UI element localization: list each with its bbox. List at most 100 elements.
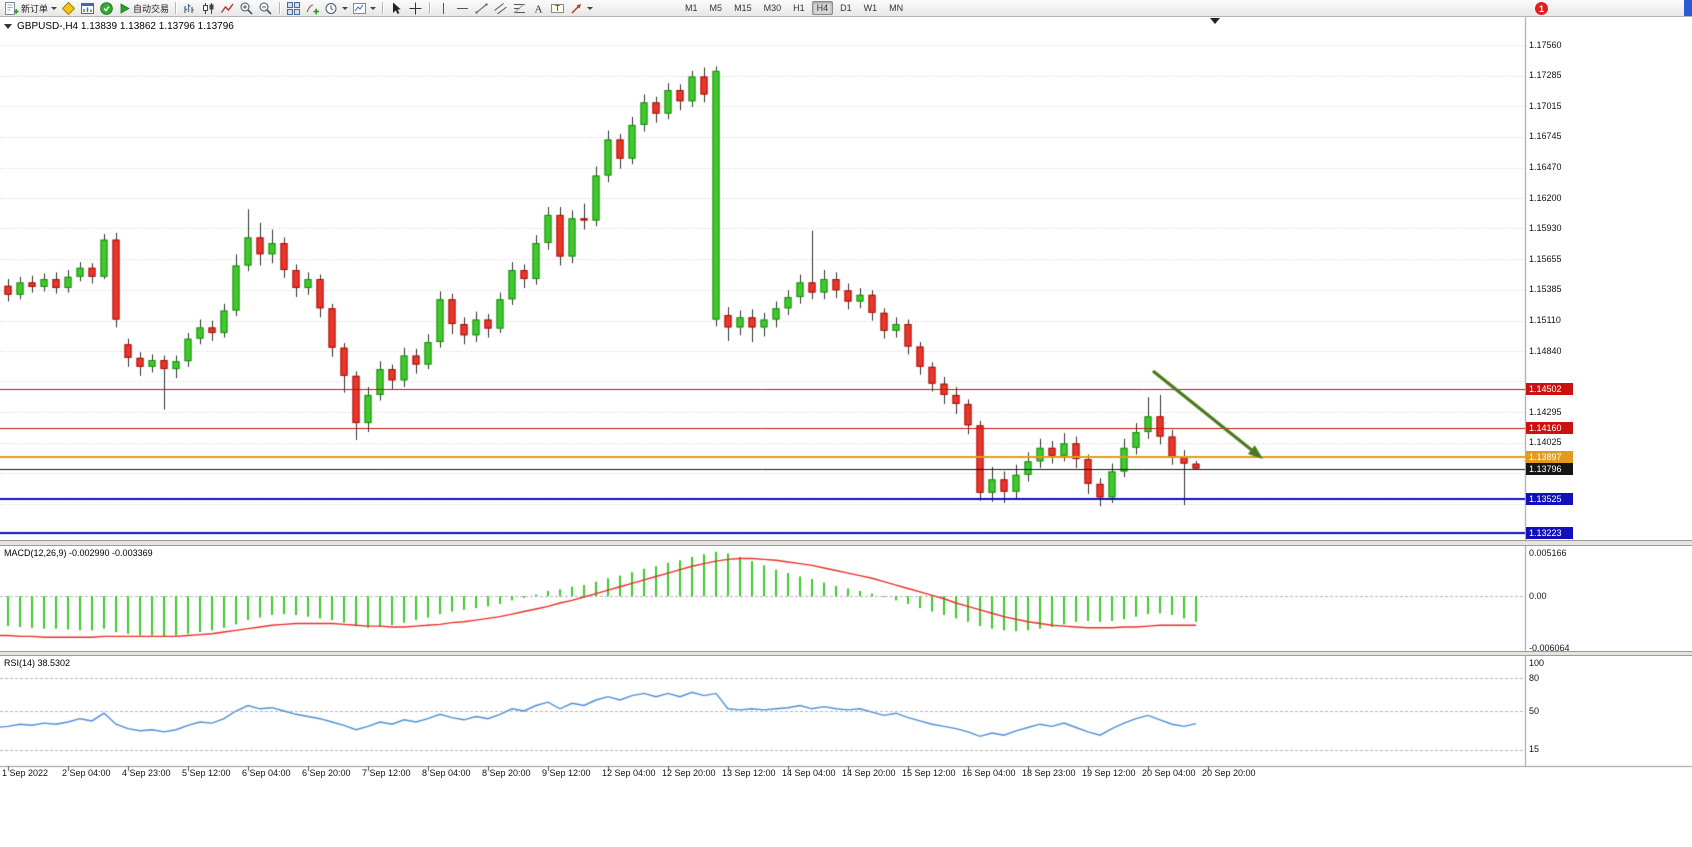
time-axis-label: 12 Sep 20:00 — [662, 768, 716, 778]
chart-title: GBPUSD-,H4 1.13839 1.13862 1.13796 1.137… — [4, 21, 234, 32]
cursor-button[interactable] — [387, 1, 406, 16]
new-chart-button[interactable] — [78, 1, 97, 16]
time-axis-label: 7 Sep 12:00 — [362, 768, 411, 778]
time-axis-label: 16 Sep 04:00 — [962, 768, 1016, 778]
timeframe-m15-button[interactable]: M15 — [734, 3, 752, 13]
price-tag: 1.13796 — [1526, 462, 1573, 475]
time-axis-label: 4 Sep 23:00 — [122, 768, 171, 778]
candlestick-chart-button[interactable] — [199, 1, 218, 16]
notification-badge[interactable]: 1 — [1535, 2, 1548, 15]
metaeditor-button[interactable] — [59, 1, 78, 16]
autotrading-play-icon — [118, 2, 131, 15]
time-axis-label: 6 Sep 20:00 — [302, 768, 351, 778]
dropdown-caret-icon — [587, 6, 594, 10]
timeframe-h1-button[interactable]: H1 — [793, 3, 805, 13]
vertical-line-button[interactable] — [434, 1, 453, 16]
toolbar-separator — [279, 2, 281, 14]
line-chart-button[interactable] — [218, 1, 237, 16]
price-axis-label: 1.15110 — [1529, 315, 1561, 326]
time-axis-label: 12 Sep 04:00 — [602, 768, 656, 778]
new-order-label: 新订单 — [21, 3, 49, 14]
time-axis-label: 8 Sep 04:00 — [422, 768, 471, 778]
rsi-scale-label: 50 — [1529, 705, 1540, 716]
price-axis-label: 1.17285 — [1529, 70, 1562, 81]
dropdown-caret-icon — [342, 6, 349, 10]
chart-shift-marker[interactable] — [1210, 18, 1220, 24]
zoom-out-button[interactable] — [256, 1, 275, 16]
time-axis-label: 1 Sep 2022 — [2, 768, 49, 778]
toolbar-separator — [175, 2, 177, 14]
timeframe-mn-button[interactable]: MN — [889, 3, 904, 13]
dropdown-caret-icon — [370, 6, 377, 10]
time-axis-label: 5 Sep 12:00 — [182, 768, 231, 778]
macd-scale-label: 0.00 — [1529, 590, 1547, 601]
bar-chart-button[interactable] — [180, 1, 199, 16]
macd-scale-label: -0.006064 — [1529, 642, 1570, 653]
price-axis-label: 1.14295 — [1529, 406, 1562, 417]
arrows-button[interactable] — [567, 1, 595, 16]
window-corner-accent — [1684, 0, 1692, 16]
text-button[interactable]: A — [529, 1, 548, 16]
timeframe-d1-button[interactable]: D1 — [840, 3, 852, 13]
timeframe-group: M1 M5 M15 M30 H1 H4 D1 W1 MN — [679, 1, 909, 15]
price-axis-label: 1.17015 — [1529, 100, 1562, 111]
tile-windows-button[interactable] — [284, 1, 303, 16]
time-axis-label: 6 Sep 04:00 — [242, 768, 291, 778]
price-axis-label: 1.14025 — [1529, 437, 1562, 448]
price-axis-label: 1.14840 — [1529, 345, 1562, 356]
autotrading-button[interactable]: 自动交易 — [116, 1, 171, 16]
price-axis-label: 1.16200 — [1529, 192, 1562, 203]
channel-icon — [493, 1, 508, 16]
svg-text:T: T — [555, 4, 560, 13]
timeframe-m1-button[interactable]: M1 — [685, 3, 698, 13]
bar-chart-icon — [182, 1, 197, 16]
text-label-button[interactable]: T — [548, 1, 567, 16]
add-indicator-icon — [305, 1, 320, 16]
rsi-scale-label: 100 — [1529, 658, 1545, 668]
price-axis-label: 1.16470 — [1529, 162, 1562, 173]
rsi-scale-label: 15 — [1529, 744, 1540, 754]
clock-icon — [324, 1, 339, 16]
price-axis-label: 1.15385 — [1529, 284, 1562, 295]
indicators-button[interactable] — [303, 1, 322, 16]
time-axis-label: 9 Sep 12:00 — [542, 768, 591, 778]
time-axis-label: 15 Sep 12:00 — [902, 768, 956, 778]
timeframe-m30-button[interactable]: M30 — [763, 3, 782, 13]
crosshair-button[interactable] — [406, 1, 425, 16]
dropdown-caret-icon — [51, 6, 58, 10]
channel-button[interactable] — [491, 1, 510, 16]
crosshair-icon — [408, 1, 423, 16]
template-icon — [352, 1, 367, 16]
time-axis-label: 20 Sep 04:00 — [1142, 768, 1196, 778]
timeframe-h4-button[interactable]: H4 — [811, 1, 834, 15]
timeframe-m5-button[interactable]: M5 — [709, 3, 723, 13]
tile-windows-icon — [286, 1, 301, 16]
price-axis-label: 1.15930 — [1529, 222, 1562, 233]
new-order-button[interactable]: 新订单 — [2, 1, 59, 16]
time-axis-label: 8 Sep 20:00 — [482, 768, 531, 778]
horizontal-line-button[interactable] — [453, 1, 472, 16]
toolbar: 新订单 自动交易 — [0, 0, 1692, 17]
price-tag: 1.13525 — [1526, 493, 1573, 506]
text-label-icon: T — [550, 1, 565, 16]
chart-menu-caret-icon[interactable] — [4, 24, 12, 29]
panel-divider-rsi[interactable] — [0, 651, 1692, 656]
trendline-button[interactable] — [472, 1, 491, 16]
vertical-line-icon — [436, 1, 451, 16]
rsi-scale-label: 80 — [1529, 672, 1540, 683]
market-watch-button[interactable] — [97, 1, 116, 16]
time-axis-label: 20 Sep 20:00 — [1202, 768, 1256, 778]
candlestick-icon — [201, 1, 216, 16]
zoom-in-button[interactable] — [237, 1, 256, 16]
price-tag: 1.13897 — [1526, 451, 1573, 464]
time-axis-label: 2 Sep 04:00 — [62, 768, 111, 778]
templates-button[interactable] — [350, 1, 378, 16]
time-axis-label: 13 Sep 12:00 — [722, 768, 776, 778]
panel-divider-macd[interactable] — [0, 540, 1692, 546]
periods-button[interactable] — [322, 1, 350, 16]
fibonacci-button[interactable] — [510, 1, 529, 16]
cursor-icon — [389, 1, 404, 16]
timeframe-w1-button[interactable]: W1 — [863, 3, 878, 13]
time-axis-label: 19 Sep 12:00 — [1082, 768, 1136, 778]
